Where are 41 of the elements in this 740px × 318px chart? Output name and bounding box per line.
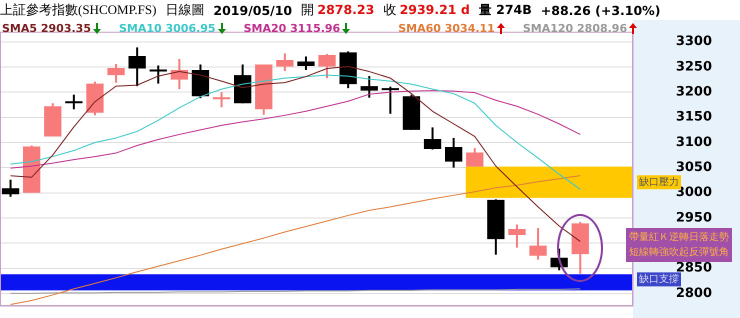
text: 收 2939.21 d	[383, 1, 470, 19]
candlestick	[65, 94, 82, 110]
y-tick-label: 3000	[676, 185, 712, 200]
text: SMA60 3034.11	[398, 22, 496, 35]
y-tick-label: 3150	[676, 110, 712, 125]
y-tick-label: 3250	[676, 59, 712, 74]
candlestick	[128, 46, 146, 88]
band-label: 缺口支撐	[639, 272, 679, 285]
candlestick	[297, 55, 315, 72]
y-tick-label: 2800	[676, 286, 712, 301]
text: 2019/05/10	[213, 2, 292, 18]
text: 量 274B	[478, 2, 532, 18]
y-tick-label: 3300	[676, 34, 712, 50]
chart-title: 上証參考指數(SHCOMP.FS)	[0, 1, 156, 19]
y-tick-label: 3200	[676, 84, 712, 100]
candlestick	[529, 227, 547, 261]
y-tick-label: 2950	[676, 210, 712, 226]
text: SMA10 3006.95	[118, 22, 217, 35]
candlestick	[318, 52, 336, 80]
candlestick	[445, 136, 462, 169]
candlestick	[424, 126, 442, 151]
text: SMA120 2808.96	[522, 22, 628, 35]
text: 日線圖	[165, 1, 204, 19]
text: SMA5 2903.35	[2, 22, 92, 35]
y-tick-label: 3100	[676, 134, 712, 150]
text: +88.26 (+3.10%)	[540, 2, 660, 18]
candlestick	[382, 86, 399, 115]
y-tick-label: 3050	[676, 160, 712, 176]
candlestick	[508, 223, 526, 249]
candlestick	[150, 64, 167, 85]
text: SMA20 3115.96	[244, 22, 342, 35]
candlestick	[276, 52, 294, 72]
candlestick	[2, 178, 20, 198]
candlestick	[360, 75, 378, 99]
text: 帶量紅Ｋ逆轉日落走勢短線轉強吹起反彈號角	[626, 228, 732, 262]
candlestick	[170, 58, 188, 90]
candlestick	[212, 91, 230, 108]
text: 開 2878.23	[301, 1, 374, 19]
candlestick	[107, 63, 125, 84]
band-label: 缺口壓力	[639, 176, 679, 188]
candlestick	[466, 147, 484, 168]
